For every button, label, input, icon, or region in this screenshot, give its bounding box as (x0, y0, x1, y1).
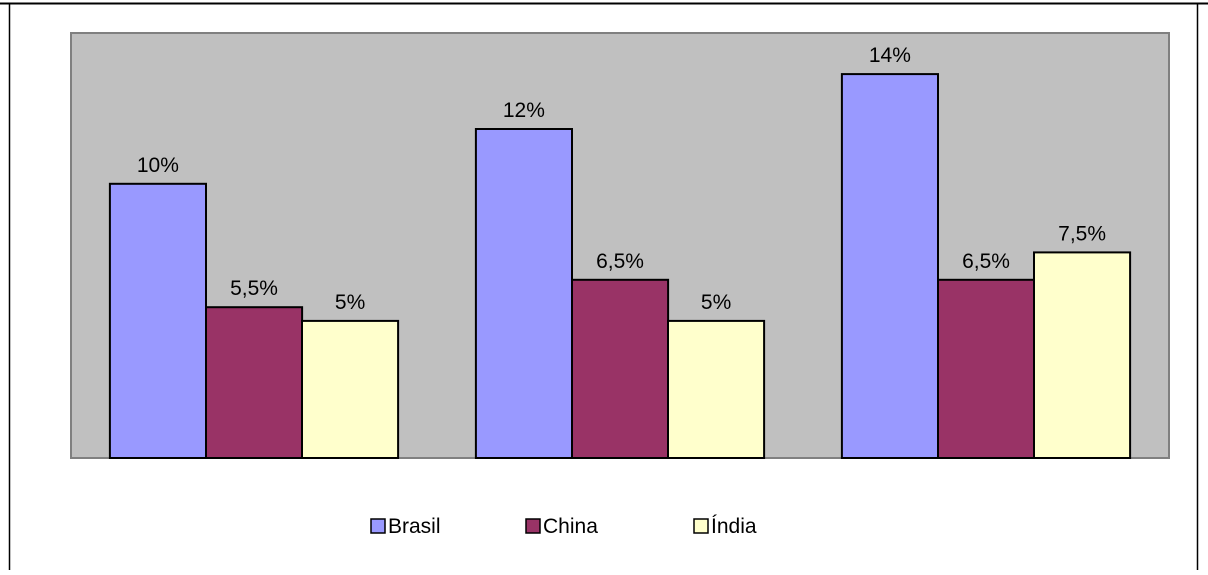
bar-ndia-1 (301, 319, 400, 459)
bar-brasil-1 (108, 182, 207, 460)
bar-brasil-2 (474, 128, 573, 459)
legend-item-ndia: Índia (693, 515, 757, 538)
data-label-brasil-3: 14% (869, 44, 911, 67)
data-label-ndia-2: 5% (701, 291, 731, 314)
bar-ndia-2 (667, 319, 766, 459)
legend-item-china: China (525, 515, 598, 538)
legend-swatch (693, 518, 709, 534)
data-label-china-2: 6,5% (596, 250, 644, 273)
bar-brasil-3 (840, 73, 940, 459)
data-labels-group: 10% 5,5% 5% 12% 6,5% 5% 14% 6,5% 7,5% (137, 44, 1106, 314)
legend-label: China (543, 515, 598, 538)
data-label-ndia-1: 5% (335, 291, 365, 314)
data-label-china-3: 6,5% (962, 250, 1010, 273)
bar-china-2 (571, 278, 670, 459)
bar-china-1 (205, 306, 304, 460)
legend-swatch (525, 518, 541, 534)
legend-label: Índia (711, 515, 757, 538)
bar-china-3 (937, 278, 1036, 459)
data-label-ndia-3: 7,5% (1058, 222, 1106, 245)
data-label-brasil-1: 10% (137, 154, 179, 177)
bars-group (108, 73, 1132, 460)
bar-ndia-3 (1033, 251, 1132, 459)
legend: Brasil China Índia (370, 515, 757, 538)
data-label-china-1: 5,5% (230, 277, 278, 300)
legend-item-brasil: Brasil (370, 515, 441, 538)
legend-label: Brasil (388, 515, 441, 538)
data-label-brasil-2: 12% (503, 99, 545, 122)
legend-swatch (370, 518, 386, 534)
